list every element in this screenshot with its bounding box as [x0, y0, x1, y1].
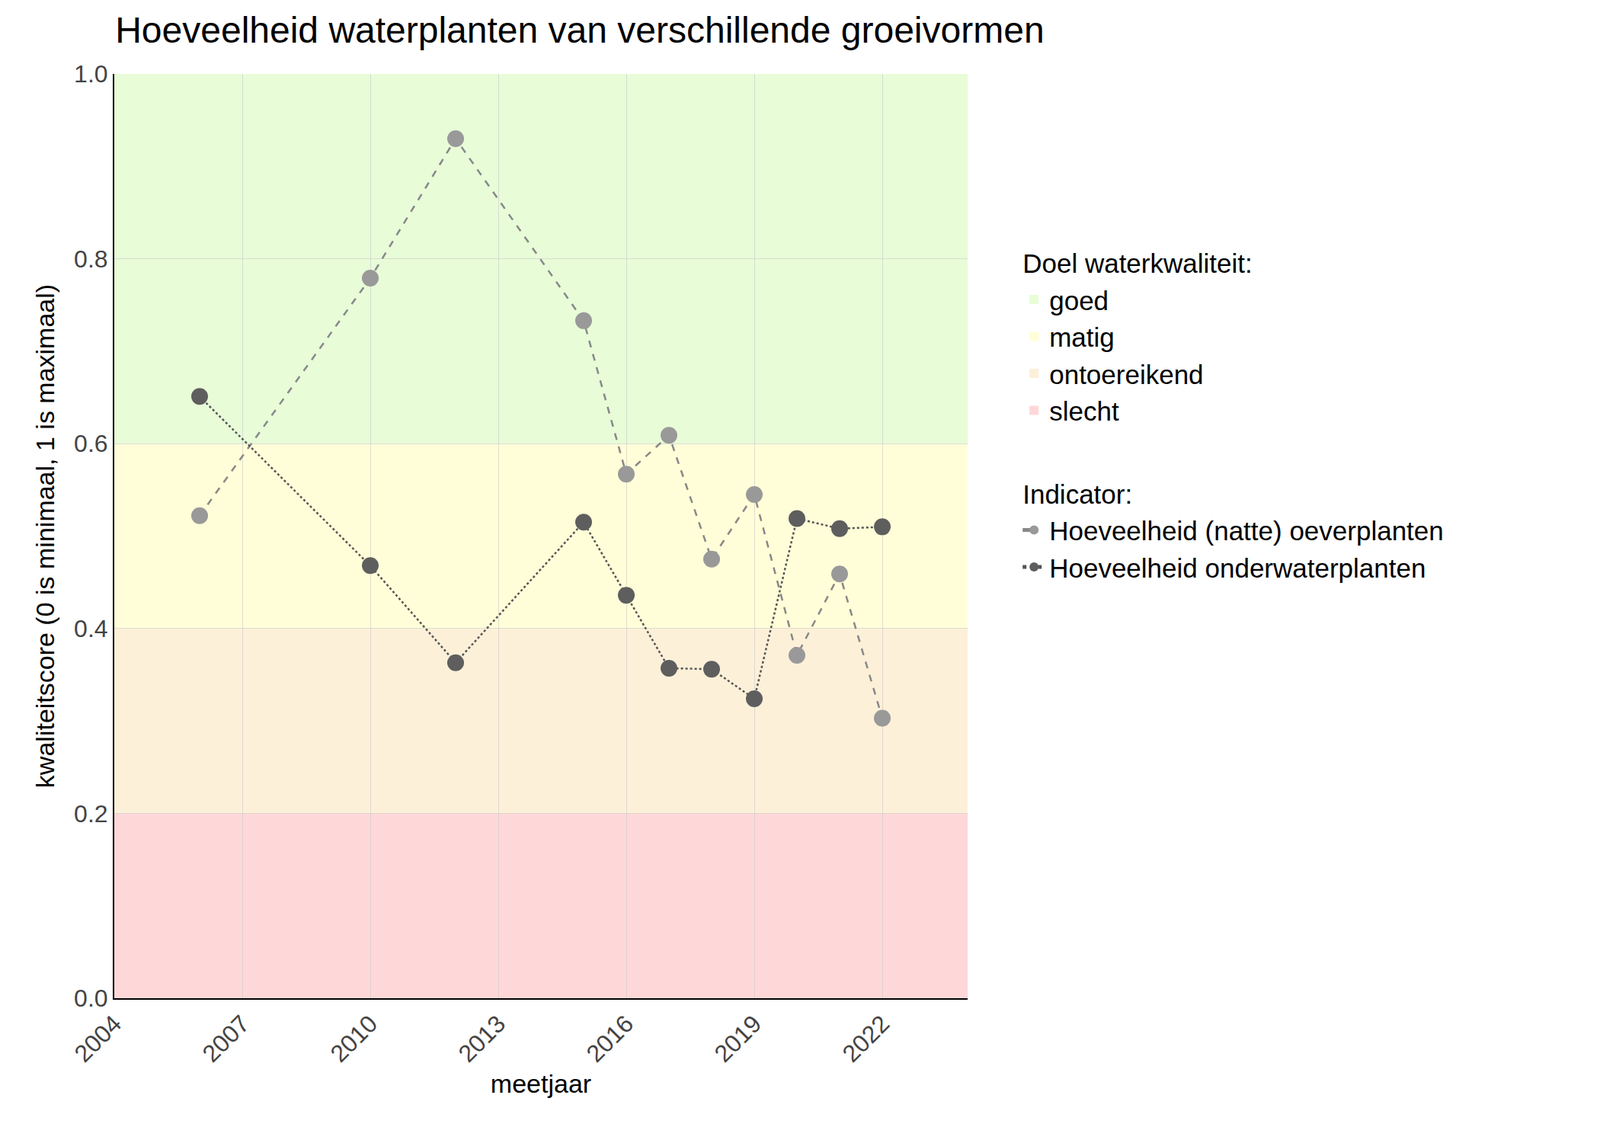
svg-text:meetjaar: meetjaar — [490, 1068, 592, 1098]
svg-text:0.0: 0.0 — [73, 984, 108, 1012]
svg-text:kwaliteitscore (0 is minimaal,: kwaliteitscore (0 is minimaal, 1 is maxi… — [30, 284, 60, 788]
svg-text:2007: 2007 — [196, 1009, 255, 1068]
svg-text:0.2: 0.2 — [73, 800, 108, 828]
svg-text:2004: 2004 — [68, 1009, 127, 1068]
svg-text:ontoereikend: ontoereikend — [1049, 359, 1204, 390]
svg-text:1.0: 1.0 — [73, 60, 108, 88]
svg-text:0.8: 0.8 — [73, 245, 108, 273]
svg-text:2022: 2022 — [836, 1009, 895, 1068]
svg-text:2013: 2013 — [452, 1009, 511, 1068]
svg-text:slecht: slecht — [1049, 396, 1120, 426]
svg-text:0.4: 0.4 — [73, 614, 108, 643]
svg-text:Hoeveelheid onderwaterplanten: Hoeveelheid onderwaterplanten — [1049, 553, 1426, 583]
svg-text:Hoeveelheid (natte) oeverplant: Hoeveelheid (natte) oeverplanten — [1049, 515, 1444, 546]
svg-text:2016: 2016 — [580, 1009, 639, 1068]
svg-text:0.6: 0.6 — [73, 429, 108, 458]
svg-text:matig: matig — [1049, 322, 1115, 352]
svg-text:Hoeveelheid waterplanten van v: Hoeveelheid waterplanten van verschillen… — [115, 9, 1044, 51]
svg-text:goed: goed — [1049, 285, 1109, 316]
svg-text:Indicator:: Indicator: — [1022, 479, 1133, 509]
svg-text:2019: 2019 — [708, 1009, 767, 1068]
svg-text:2010: 2010 — [324, 1009, 383, 1068]
svg-text:Doel waterkwaliteit:: Doel waterkwaliteit: — [1022, 248, 1253, 279]
